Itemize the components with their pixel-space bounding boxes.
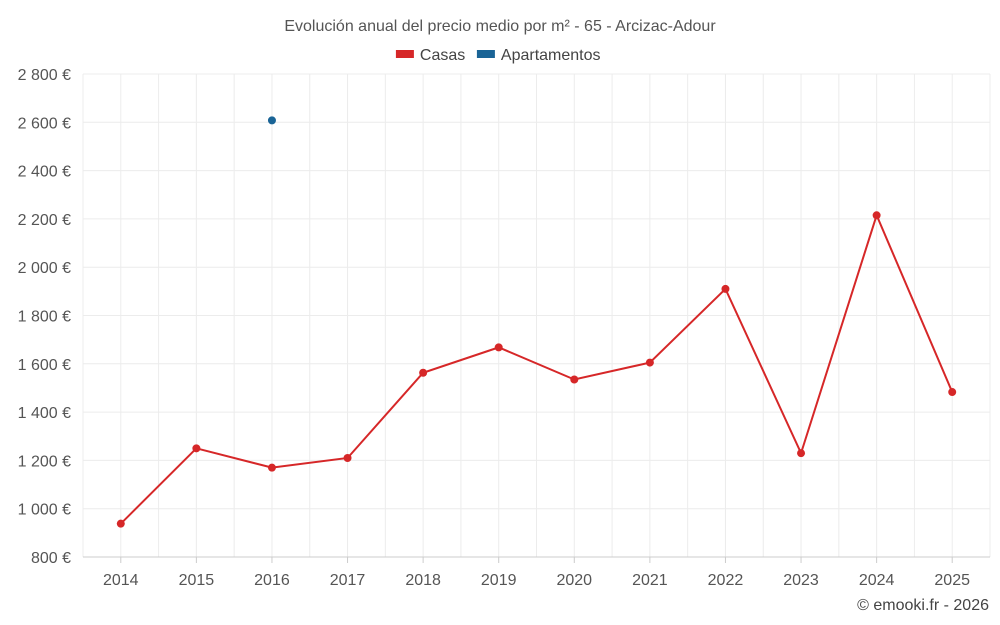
data-point-casas [192,444,201,453]
data-point-casas [797,449,806,458]
x-tick-label: 2023 [783,572,819,589]
y-tick-label: 1 400 € [18,405,71,422]
x-tick-label: 2016 [254,572,290,589]
y-tick-label: 2 400 € [18,164,71,181]
legend-label-casas: Casas [420,47,465,64]
data-point-casas [343,453,352,462]
x-tick-label: 2022 [708,572,744,589]
y-tick-label: 2 200 € [18,212,71,229]
data-point-casas [872,211,881,220]
series-layer [116,116,957,528]
y-tick-label: 2 600 € [18,115,71,132]
x-tick-label: 2019 [481,572,517,589]
x-tick-label: 2017 [330,572,366,589]
data-point-apartamentos [267,116,276,125]
y-axis: 800 € 1 000 € 1 200 € 1 400 € 1 600 € 1 800 €… [18,67,71,567]
y-tick-label: 1 200 € [18,453,71,470]
y-tick-label: 1 600 € [18,357,71,374]
y-tick-label: 2 000 € [18,260,71,277]
x-tick-label: 2020 [556,572,592,589]
legend-swatch-apartamentos [476,50,495,58]
data-point-casas [645,358,654,367]
grid [82,73,991,557]
y-tick-label: 1 000 € [18,502,71,519]
x-tick-label: 2025 [934,572,970,589]
series-apartamentos [267,116,276,125]
x-tick-label: 2015 [179,572,215,589]
credit-text: © emooki.fr - 2026 [857,597,989,614]
data-point-casas [721,284,730,293]
x-tick-label: 2018 [405,572,441,589]
legend-swatch-casas [395,50,414,58]
legend: Casas Apartamentos [395,47,601,64]
data-point-casas [570,375,579,384]
x-tick-label: 2021 [632,572,668,589]
x-tick-label: 2014 [103,572,139,589]
data-point-casas [948,388,957,397]
data-point-casas [494,343,503,352]
x-tick-label: 2024 [859,572,895,589]
x-axis: 2014 2015 2016 2017 2018 2019 2020 2021 2022 2023… [83,556,990,589]
series-casas [116,211,957,528]
data-point-casas [419,368,428,377]
y-tick-label: 2 800 € [18,67,71,84]
chart-title: Evolución anual del precio medio por m² … [284,18,716,35]
data-point-casas [116,519,125,528]
y-tick-label: 1 800 € [18,309,71,326]
legend-label-apartamentos: Apartamentos [501,47,601,64]
series-line-casas [120,212,954,525]
data-point-casas [267,463,276,472]
y-tick-label: 800 € [31,550,71,567]
